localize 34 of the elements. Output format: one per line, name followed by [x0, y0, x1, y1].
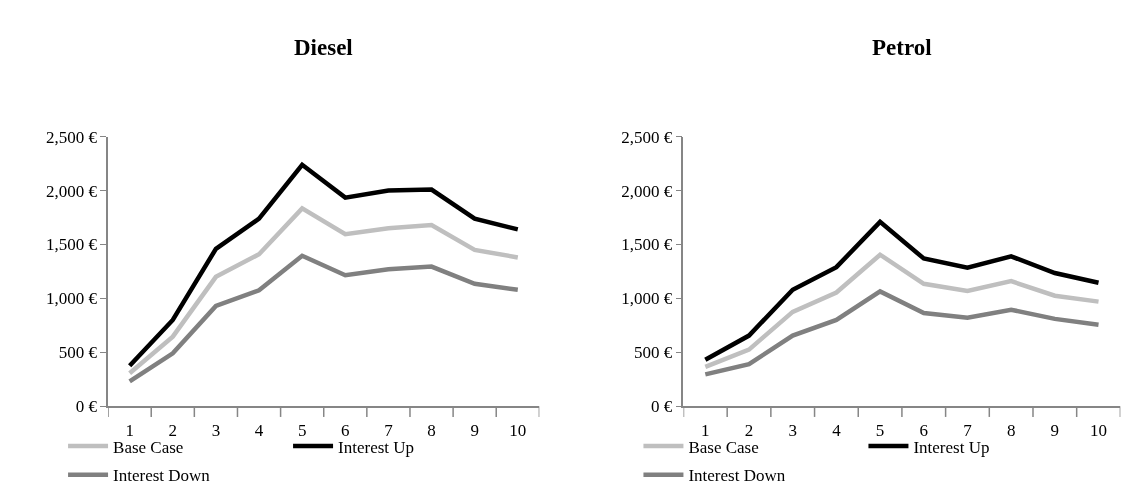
x-tick-label: 9 [470, 421, 479, 441]
line-series [127, 162, 521, 368]
y-tick-label: 1,000 € [45, 289, 98, 309]
legend-label: Interest Down [688, 466, 786, 486]
y-tick-label: 2,000 € [621, 181, 673, 201]
x-tick-label: 10 [1090, 421, 1108, 441]
line-series [127, 206, 521, 376]
x-tick-label: 3 [211, 421, 221, 441]
line-series [703, 252, 1101, 370]
line-series [703, 219, 1101, 363]
x-tick-label: 8 [1006, 421, 1016, 441]
x-tick-label: 9 [1050, 421, 1060, 441]
x-tick-label: 4 [832, 421, 842, 441]
x-tick-label: 8 [427, 421, 436, 441]
x-tick-label: 10 [509, 421, 527, 441]
x-tick-label: 5 [297, 421, 307, 441]
line-series [703, 289, 1101, 377]
y-tick-label: 2,000 € [45, 181, 98, 201]
y-tick-label: 2,500 € [45, 127, 98, 147]
y-tick-label: 1,500 € [45, 235, 98, 255]
y-tick-label: 500 € [634, 343, 673, 363]
y-tick-label: 1,000 € [621, 289, 673, 309]
y-tick-label: 2,500 € [621, 127, 673, 147]
y-tick-label: 500 € [58, 343, 98, 363]
x-tick-label: 3 [788, 421, 797, 441]
x-tick-label: 5 [875, 421, 885, 441]
chart-title: Petrol [872, 35, 932, 60]
y-tick-label: 0 € [75, 397, 98, 417]
y-tick-label: 1,500 € [621, 235, 673, 255]
y-tick-label: 0 € [651, 397, 673, 417]
line-series [127, 253, 521, 384]
legend-label: Interest Down [113, 466, 211, 486]
chart-title: Diesel [294, 35, 353, 60]
x-tick-label: 4 [254, 421, 264, 441]
